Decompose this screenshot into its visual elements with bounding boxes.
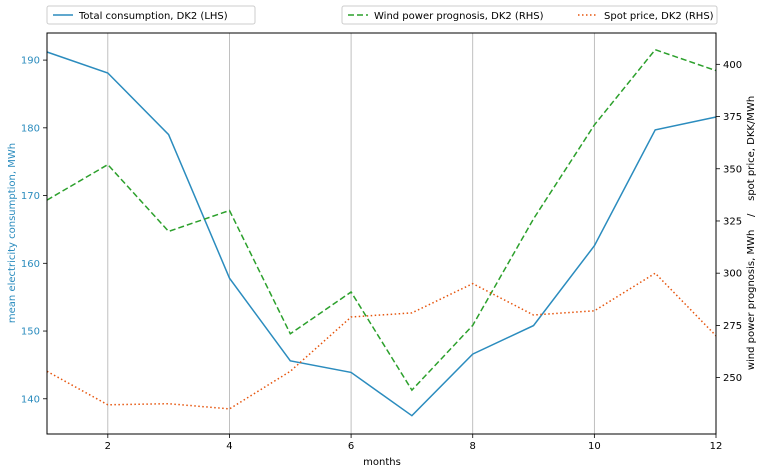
x-tick-label: 8 [470, 441, 476, 452]
left-y-axis: 140 150 160 170 180 190 [21, 56, 47, 405]
legend-lhs: Total consumption, DK2 (LHS) [46, 5, 256, 25]
left-y-tick-label: 160 [21, 259, 40, 270]
legend-rhs: Wind power prognosis, DK2 (RHS) Spot pri… [341, 5, 718, 25]
x-tick-label: 6 [348, 441, 354, 452]
series-line-consumption [46, 51, 717, 417]
left-y-tick-label: 180 [21, 123, 40, 134]
x-axis: 2 4 6 8 10 12 [105, 434, 723, 452]
x-axis-label: months [363, 457, 401, 468]
series-lines [46, 48, 717, 417]
x-tick-label: 12 [710, 441, 723, 452]
left-y-axis-label: mean electricity consumption, MWh [7, 143, 18, 323]
series-line-wind [46, 48, 717, 392]
right-y-tick-label: 400 [723, 60, 742, 71]
right-y-tick-label: 275 [723, 321, 742, 332]
series-line-spot [46, 272, 717, 410]
left-y-tick-label: 170 [21, 191, 40, 202]
legend-label-wind: Wind power prognosis, DK2 (RHS) [374, 11, 544, 22]
left-y-tick-label: 150 [21, 327, 40, 338]
right-y-axis-label: wind power prognosis, MWh / spot price, … [746, 96, 757, 370]
right-y-tick-label: 325 [723, 216, 742, 227]
left-y-tick-label: 190 [21, 56, 40, 67]
right-y-tick-label: 250 [723, 373, 742, 384]
grid-lines [107, 33, 717, 434]
plot-frame [46, 32, 717, 435]
right-y-axis: 250 275 300 325 350 375 400 [716, 60, 742, 384]
right-y-tick-label: 375 [723, 112, 742, 123]
x-tick-label: 2 [105, 441, 111, 452]
right-y-tick-label: 300 [723, 269, 742, 280]
legend-label-consumption: Total consumption, DK2 (LHS) [78, 11, 228, 22]
right-y-tick-label: 350 [723, 164, 742, 175]
x-tick-label: 4 [226, 441, 232, 452]
left-y-tick-label: 140 [21, 394, 40, 405]
x-tick-label: 10 [588, 441, 601, 452]
legend-label-spot: Spot price, DK2 (RHS) [604, 11, 714, 22]
